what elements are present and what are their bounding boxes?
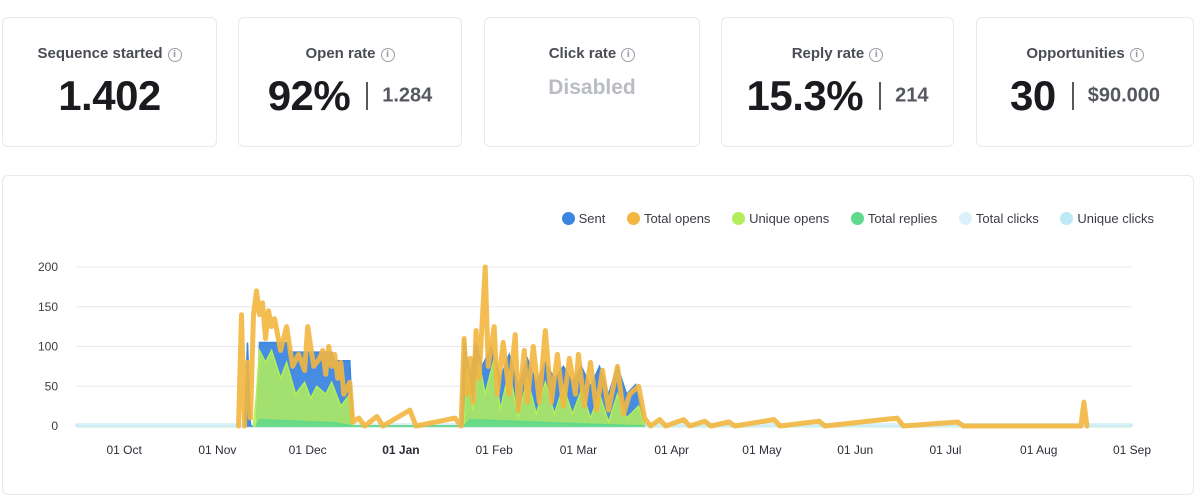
x-tick-label: 01 Jan (382, 443, 419, 457)
stat-title: Click rate i (485, 45, 699, 62)
x-tick-label: 01 Apr (654, 443, 689, 457)
stat-secondary-value: 214 (895, 84, 929, 107)
stat-value: 92% (267, 72, 351, 119)
stat-value-row: 15.3% 214 (722, 72, 953, 120)
legend-item-total-replies[interactable]: Total replies (850, 211, 938, 226)
stat-secondary-value: 1.284 (382, 84, 433, 107)
legend-label: Total replies (867, 211, 938, 226)
y-tick-label: 0 (51, 419, 58, 433)
x-tick-label: 01 Nov (198, 443, 236, 457)
legend-label: Total opens (643, 211, 711, 226)
stat-card-click-rate: Click rate i Disabled (484, 17, 700, 147)
x-tick-label: 01 Feb (476, 443, 514, 457)
x-tick-label: 01 Jun (837, 443, 873, 457)
info-icon[interactable]: i (380, 48, 395, 62)
y-tick-label: 150 (38, 300, 58, 314)
y-tick-label: 50 (45, 379, 59, 393)
stat-value-row: 92% 1.284 (239, 72, 461, 120)
stat-value-row: Disabled (485, 72, 699, 99)
x-tick-label: 01 Oct (106, 443, 142, 457)
value-separator (879, 82, 882, 110)
series-line-total-opens (236, 264, 1090, 429)
legend-label: Unique opens (749, 211, 830, 226)
x-tick-label: 01 Sep (1113, 443, 1151, 457)
stat-title: Sequence started i (3, 45, 216, 62)
legend-dot (732, 212, 746, 225)
stat-value-row: 1.402 (3, 72, 216, 120)
stat-disabled-label: Disabled (548, 76, 636, 99)
stat-card-sequence-started: Sequence started i 1.402 (2, 17, 217, 147)
chart-legend: Sent Total opens Unique opens Total repl… (544, 211, 1154, 226)
legend-item-total-opens[interactable]: Total opens (626, 211, 711, 226)
info-icon[interactable]: i (167, 48, 182, 62)
stat-card-opportunities: Opportunities i 30 $90.000 (976, 17, 1194, 147)
stat-value: 1.402 (58, 72, 161, 119)
stat-card-open-rate: Open rate i 92% 1.284 (238, 17, 462, 147)
legend-dot (958, 212, 972, 225)
legend-item-total-clicks[interactable]: Total clicks (958, 211, 1039, 226)
stat-card-reply-rate: Reply rate i 15.3% 214 (721, 17, 954, 147)
series-area-total-replies (255, 418, 645, 427)
y-tick-label: 100 (38, 340, 58, 354)
legend-dot (850, 212, 864, 225)
stat-secondary-value: $90.000 (1087, 84, 1160, 107)
legend-item-unique-opens[interactable]: Unique opens (732, 211, 829, 226)
stat-value-row: 30 $90.000 (977, 72, 1193, 120)
x-tick-label: 01 May (742, 443, 781, 457)
x-tick-label: 01 Aug (1020, 443, 1057, 457)
info-icon[interactable]: i (869, 48, 884, 62)
x-tick-label: 01 Dec (289, 443, 327, 457)
legend-dot (626, 212, 640, 225)
stat-title: Reply rate i (722, 45, 953, 62)
legend-item-sent[interactable]: Sent (561, 211, 606, 226)
value-separator (366, 82, 369, 110)
stat-title: Opportunities i (977, 45, 1193, 62)
stat-title: Open rate i (239, 45, 461, 62)
info-icon[interactable]: i (1129, 48, 1144, 62)
legend-label: Total clicks (975, 211, 1039, 226)
chart-panel (2, 175, 1194, 495)
legend-dot (561, 212, 575, 225)
legend-item-unique-clicks[interactable]: Unique clicks (1060, 211, 1154, 226)
legend-label: Sent (578, 211, 606, 226)
legend-dot (1060, 212, 1074, 225)
value-separator (1071, 82, 1074, 110)
legend-label: Unique clicks (1077, 211, 1154, 226)
info-icon[interactable]: i (621, 48, 636, 62)
series-area-unique-opens (252, 347, 646, 427)
y-tick-label: 200 (38, 260, 58, 274)
x-tick-label: 01 Mar (560, 443, 597, 457)
stat-value: 15.3% (746, 72, 864, 119)
email-activity-chart: 0 50 100 150 200 01 Oct 01 Nov 01 Dec 01 Jan 01 F… (38, 260, 1151, 457)
stats-row: Sequence started i 1.402 Open rate i 92% 1.… (2, 17, 1194, 149)
x-tick-label: 01 Jul (929, 443, 961, 457)
stat-value: 30 (1009, 72, 1056, 119)
